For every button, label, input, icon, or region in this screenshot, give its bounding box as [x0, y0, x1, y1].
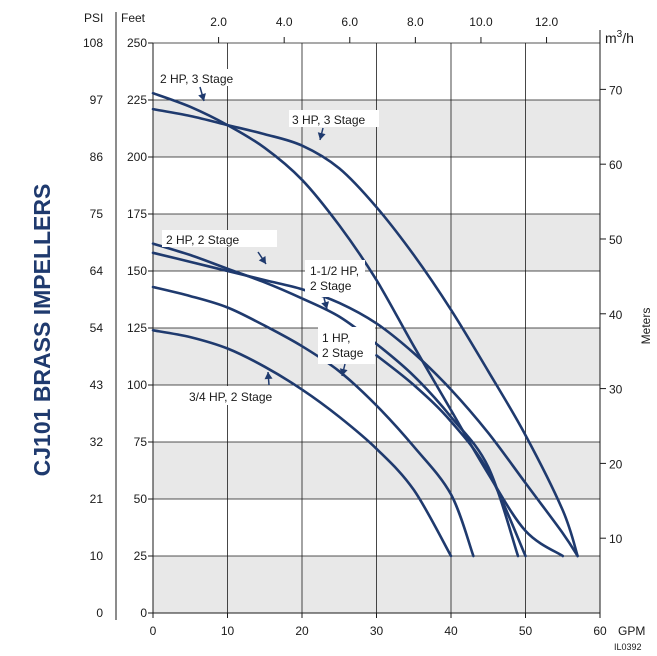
curve-unlabeled [375, 354, 527, 558]
feet-axis-label: Feet [121, 11, 146, 25]
gpm-tick-label: 20 [295, 624, 309, 638]
series-label-3-4-hp-2-stage: 3/4 HP, 2 Stage [189, 390, 273, 404]
feet-tick-label: 200 [127, 150, 147, 164]
psi-tick-label: 86 [90, 150, 104, 164]
gpm-axis-label: GPM [618, 624, 645, 638]
meters-tick-label: 40 [609, 308, 623, 322]
feet-tick-label: 225 [127, 93, 147, 107]
pointer-arrow-1-hp-2-stage [339, 368, 348, 376]
meters-tick-label: 60 [609, 158, 623, 172]
series-label-2-hp-3-stage: 2 HP, 3 Stage [160, 72, 233, 86]
feet-tick-label: 175 [127, 207, 147, 221]
series-label-2-hp-2-stage: 2 HP, 2 Stage [166, 233, 239, 247]
psi-tick-label: 43 [90, 378, 104, 392]
psi-tick-label: 64 [90, 264, 104, 278]
pointer-arrow-2-hp-3-stage [198, 93, 206, 101]
gpm-tick-label: 40 [444, 624, 458, 638]
label-bg-3-hp-3-stage [289, 110, 379, 127]
gpm-tick-label: 30 [370, 624, 384, 638]
psi-tick-label: 0 [96, 606, 103, 620]
label-bg-1-1-2-hp-2-stage [305, 260, 365, 297]
chart-title: CJ101 BRASS IMPELLERS [29, 184, 55, 477]
feet-tick-label: 50 [134, 492, 148, 506]
axes: 0255075100125150175200225250010213243546… [83, 12, 623, 638]
psi-tick-label: 75 [90, 207, 104, 221]
pointer-arrow-2-hp-2-stage [258, 255, 266, 264]
m3h-tick-label: 10.0 [469, 15, 493, 29]
meters-tick-label: 30 [609, 383, 623, 397]
feet-tick-label: 150 [127, 264, 147, 278]
series-label-3-hp-3-stage: 3 HP, 3 Stage [292, 113, 365, 127]
m3h-tick-label: 4.0 [276, 15, 293, 29]
meters-tick-label: 50 [609, 233, 623, 247]
gpm-tick-label: 10 [221, 624, 235, 638]
psi-tick-label: 10 [90, 549, 104, 563]
label-bg-3-4-hp-2-stage [185, 386, 287, 405]
curve-1-hp-2-stage [151, 285, 475, 558]
m3h-tick-label: 12.0 [535, 15, 559, 29]
curve-1-1-2-hp-2-stage [151, 251, 579, 558]
curve-labels: 2 HP, 3 Stage 3 HP, 3 Stage 2 HP, 2 Stage 1… [155, 69, 379, 405]
grid-lines [153, 42, 600, 614]
psi-tick-label: 54 [90, 321, 104, 335]
meters-tick-label: 10 [609, 532, 623, 546]
figure-code: IL0392 [614, 642, 642, 652]
feet-tick-label: 25 [134, 549, 148, 563]
performance-curves [151, 91, 579, 558]
gpm-tick-label: 60 [593, 624, 607, 638]
psi-tick-label: 32 [90, 435, 104, 449]
curve-3-4-hp-2-stage [151, 329, 453, 558]
gpm-tick-label: 50 [519, 624, 533, 638]
psi-tick-label: 108 [83, 36, 103, 50]
label-bg-2-hp-2-stage [162, 230, 277, 247]
curve-3-hp-3-stage [151, 107, 579, 558]
meters-tick-label: 70 [609, 83, 623, 97]
pointer-arrow-1-1-2-hp-2-stage [321, 301, 330, 309]
gpm-tick-label: 0 [150, 624, 157, 638]
feet-tick-label: 0 [140, 606, 147, 620]
pointer-arrow-3-4-hp-2-stage [264, 372, 273, 380]
m3h-tick-label: 2.0 [210, 15, 227, 29]
feet-tick-label: 125 [127, 321, 147, 335]
psi-axis-label: PSI [84, 11, 103, 25]
psi-tick-label: 97 [90, 93, 104, 107]
label-bg-2-hp-3-stage [155, 69, 259, 86]
curve-2-hp-2-stage [151, 242, 520, 558]
feet-tick-label: 250 [127, 36, 147, 50]
m3h-axis-label: m3/h [605, 29, 634, 46]
series-label-1-hp-2-stage: 1 HP, 2 Stage [322, 331, 364, 360]
m3h-tick-label: 6.0 [341, 15, 358, 29]
label-bg-1-hp-2-stage [318, 327, 375, 364]
meters-tick-label: 20 [609, 457, 623, 471]
meters-axis-label: Meters [639, 308, 653, 345]
m3h-tick-label: 8.0 [407, 15, 424, 29]
psi-tick-label: 21 [90, 492, 104, 506]
feet-tick-label: 100 [127, 378, 147, 392]
series-label-1-1-2-hp-2-stage: 1-1/2 HP, 2 Stage [310, 264, 359, 293]
pointer-arrow-3-hp-3-stage [317, 132, 326, 140]
feet-tick-label: 75 [134, 435, 148, 449]
